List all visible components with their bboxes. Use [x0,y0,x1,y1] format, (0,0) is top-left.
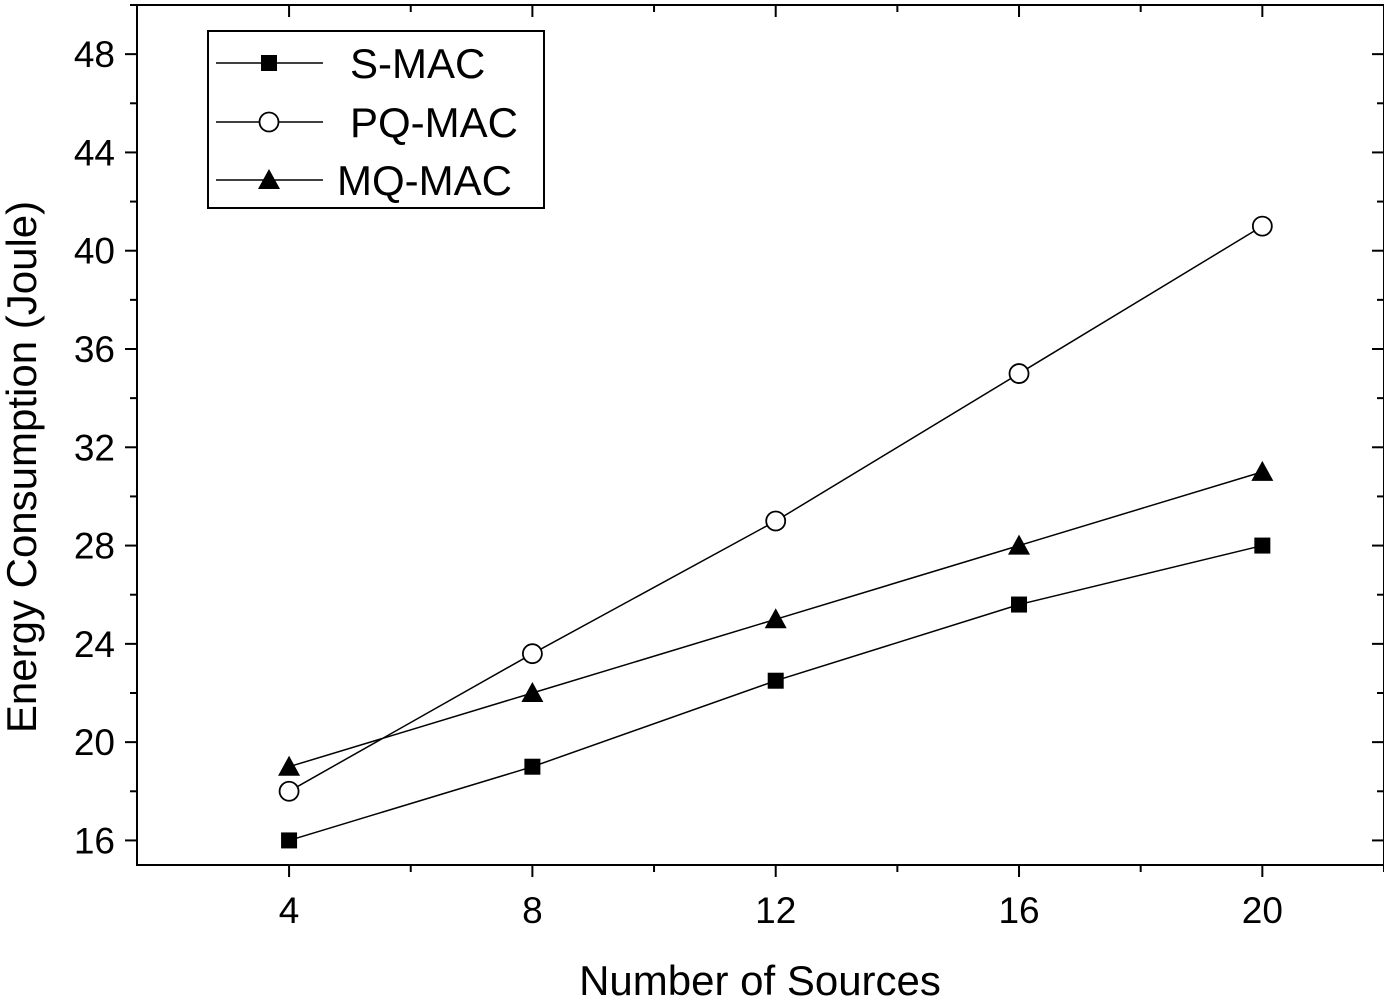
x-axis-label: Number of Sources [579,957,941,1000]
data-point-s-mac [281,832,298,849]
x-tick-label: 8 [522,890,543,931]
x-tick-label: 20 [1242,890,1283,931]
data-point-pq-mac [1008,363,1030,384]
data-point-pq-mac [521,643,543,665]
legend-marker-mq-mac [258,169,280,189]
data-point-mq-mac [1251,460,1274,481]
legend-label-s-mac: S-MAC [350,40,485,87]
data-point-s-mac [524,758,541,775]
plot-series [278,215,1274,849]
legend: S-MAC PQ-MAC MQ-MAC [207,30,545,209]
series-mq-mac [278,460,1274,776]
data-point-pq-mac [765,510,787,532]
data-point-pq-mac [1251,215,1273,237]
y-tick-label: 20 [74,722,115,763]
series-s-mac [281,537,1271,849]
data-point-mq-mac [1008,534,1031,555]
y-tick-label: 36 [74,329,115,370]
series-line-s-mac [288,544,1263,842]
legend-marker-pq-mac [258,111,280,133]
y-tick-label: 48 [74,34,115,75]
x-tick-label: 4 [279,890,300,931]
legend-label-mq-mac: MQ-MAC [337,157,512,204]
y-tick-label: 44 [74,132,115,173]
x-tick-label: 16 [998,890,1039,931]
legend-marker-s-mac [261,55,277,71]
plot-frame [136,4,1384,866]
series-line-pq-mac [288,225,1263,792]
data-point-s-mac [1011,596,1028,613]
data-point-s-mac [767,672,784,689]
x-tick-label: 12 [755,890,796,931]
data-point-s-mac [1254,537,1271,554]
y-axis-label: Energy Consumption (Joule) [0,201,45,733]
y-tick-label: 16 [74,820,115,861]
data-point-pq-mac [278,780,300,802]
data-point-mq-mac [521,682,544,702]
series-pq-mac [278,215,1273,802]
y-tick-label: 28 [74,526,115,567]
y-tick-label: 32 [74,427,115,468]
data-point-mq-mac [278,755,301,776]
legend-label-pq-mac: PQ-MAC [350,99,518,146]
y-tick-label: 40 [74,231,115,272]
data-point-mq-mac [764,608,787,629]
y-tick-label: 24 [74,624,115,665]
